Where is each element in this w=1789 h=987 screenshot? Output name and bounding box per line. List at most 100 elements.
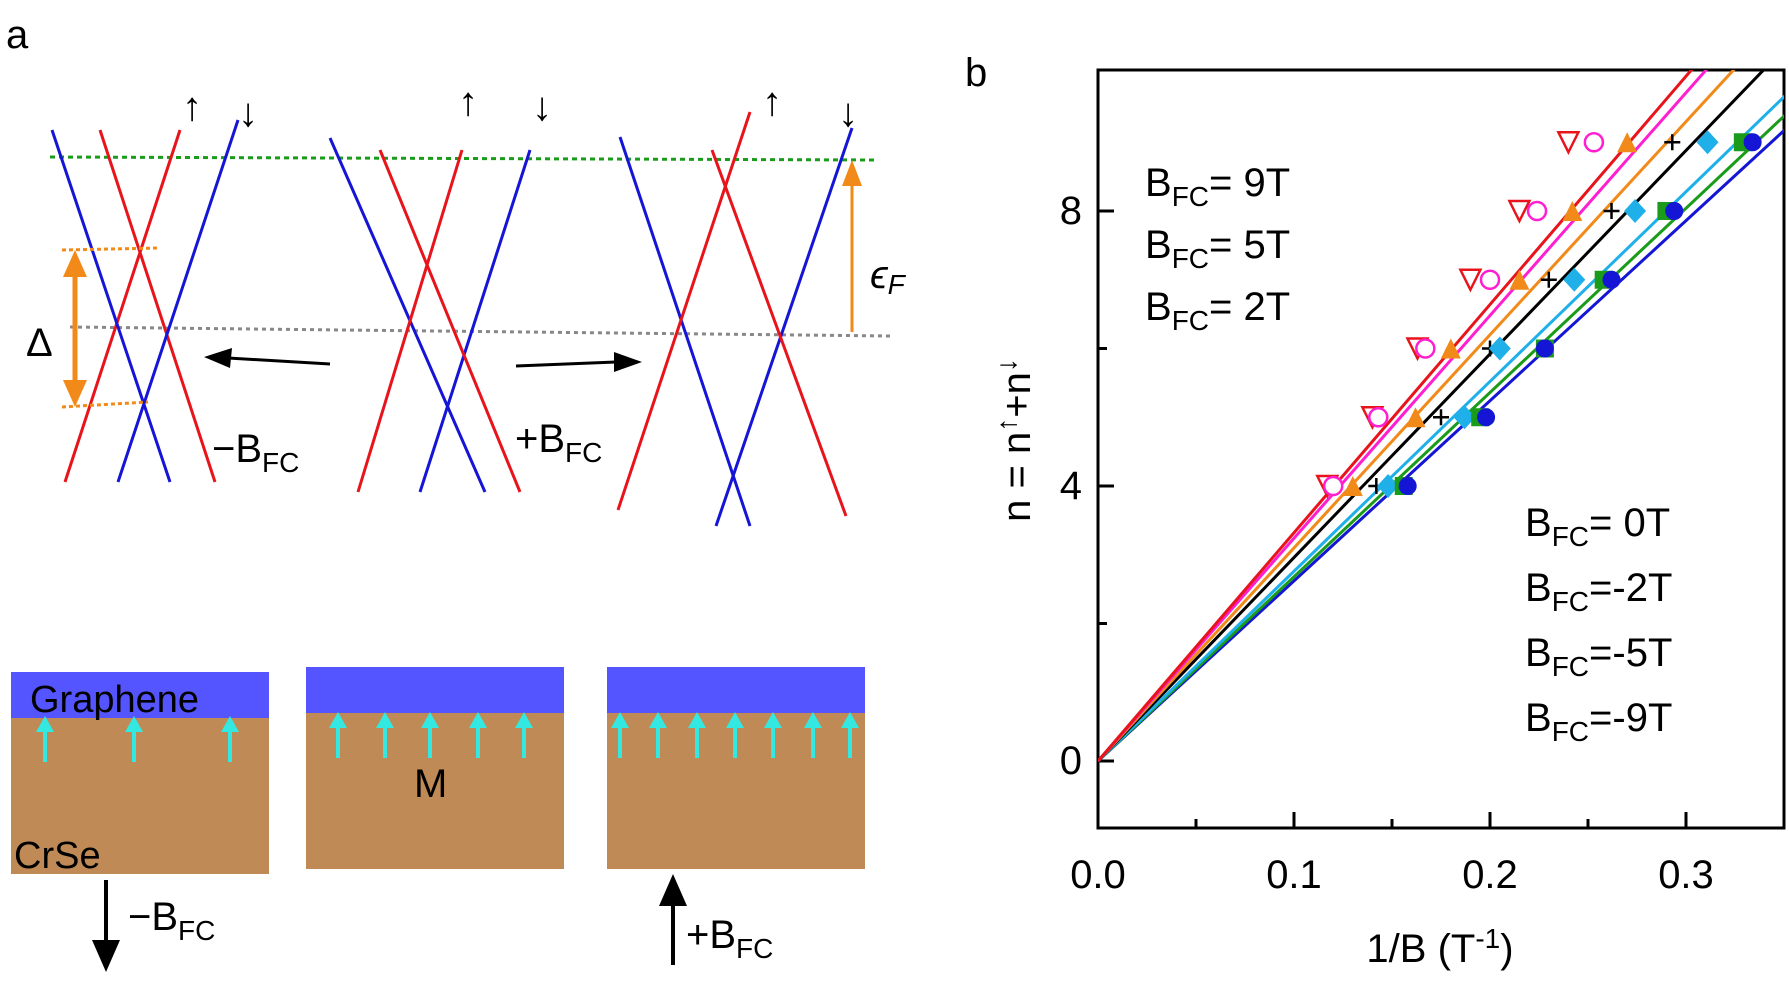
spin-up-band [616, 111, 752, 511]
moment-arrow-head [726, 712, 744, 728]
data-point [1509, 269, 1530, 290]
data-point [1405, 407, 1426, 428]
data-point [1603, 203, 1620, 219]
spin-down-band [116, 119, 240, 483]
gap-top-line [61, 246, 161, 252]
fit-line [1098, 128, 1784, 763]
spin-down-label: ↓ [838, 91, 858, 135]
data-point [1563, 267, 1586, 292]
spin-up-band [378, 149, 522, 493]
data-point [1583, 132, 1605, 153]
data-point [1322, 475, 1344, 497]
heterostructure-middle [306, 667, 564, 869]
legend-value: = 0T [1589, 501, 1670, 545]
data-point [1377, 474, 1400, 498]
shift-right-arrow [515, 360, 617, 368]
shift-left-arrow-head [204, 348, 232, 368]
minus-bfc-label: −BFC [212, 427, 299, 478]
gap-label: Δ [26, 321, 53, 365]
legend-entry: BFC= 0T [1525, 501, 1670, 552]
shift-right-arrow-head [614, 352, 642, 372]
dirac-cones-zero [328, 137, 532, 493]
x-tick-label: 0.1 [1266, 853, 1322, 897]
data-point [1743, 133, 1762, 152]
spin-up-label: ↑ [182, 85, 202, 129]
data-point [1556, 131, 1581, 156]
fit-lines [1098, 70, 1784, 763]
spin-up-label: ↑ [458, 80, 478, 124]
data-point [1535, 339, 1554, 358]
plot-frame [1096, 68, 1786, 830]
moment-arrow-head [125, 716, 143, 732]
data-point [1624, 199, 1647, 223]
x-tick-label: 0.2 [1462, 853, 1518, 897]
moment-arrow-head [36, 716, 54, 732]
data-point [1562, 201, 1583, 221]
data-point [1488, 336, 1511, 361]
legend-entry: BFC= 2T [1145, 285, 1290, 336]
legend-entry: BFC=-9T [1525, 696, 1672, 747]
data-point [1526, 200, 1548, 222]
dirac-cones-minus [50, 119, 240, 483]
spin-up-label: ↑ [762, 80, 782, 124]
fit-line [1098, 114, 1784, 763]
graphene-label: Graphene [30, 679, 199, 721]
minus-bfc-prefix: −B [212, 427, 262, 471]
moment-arrow-head [841, 712, 859, 728]
gap-bottom-line [61, 400, 149, 409]
data-point [1664, 134, 1681, 151]
moment-arrow-head [515, 712, 533, 728]
shift-left-arrow [227, 356, 331, 366]
fermi-level-line [49, 155, 876, 162]
data-point [1342, 476, 1363, 496]
panel-a-label: a [6, 13, 29, 57]
data-point [1398, 477, 1417, 495]
moment-arrow-head [421, 712, 439, 728]
fit-line [1098, 70, 1766, 763]
legend-sub: FC [1172, 305, 1209, 336]
field-up-arrow-head [659, 874, 687, 906]
data-point [1453, 405, 1476, 430]
moment-arrow-head [764, 712, 782, 728]
legend-prefix: B [1525, 631, 1552, 675]
fermi-symbol: ϵ [870, 253, 889, 297]
graphene-layer [306, 667, 564, 717]
plus-bfc-sub: FC [565, 437, 602, 468]
gap-arrow-head-up [63, 250, 87, 277]
legend-sub: FC [1552, 651, 1589, 682]
moment-arrow-head [329, 712, 347, 728]
spin-down-band [418, 149, 532, 493]
gap-arrow-head-down [63, 380, 87, 407]
moment-arrow-head [688, 712, 706, 728]
data-point [1458, 268, 1483, 293]
spin-up-band [63, 129, 182, 483]
crse-layer [306, 713, 564, 869]
y-tick-label: 0 [1060, 739, 1082, 783]
fit-line [1098, 70, 1736, 763]
y-tick-label: 4 [1060, 464, 1082, 508]
moment-arrow-head [649, 712, 667, 728]
field-up-prefix: +B [686, 913, 736, 957]
legend-sub: FC [1552, 716, 1589, 747]
minus-bfc-sub: FC [262, 447, 299, 478]
spin-down-band [328, 137, 487, 493]
data-point [1540, 271, 1557, 288]
x-tick-label: 0.3 [1658, 853, 1714, 897]
plus-bfc-prefix: +B [515, 417, 565, 461]
legend-prefix: B [1525, 696, 1552, 740]
magnetic-moments [36, 712, 859, 762]
legend-value: =-2T [1589, 566, 1672, 610]
field-down-arrow-head [92, 940, 120, 972]
legend-prefix: B [1145, 285, 1172, 329]
data-point [1507, 199, 1532, 224]
data-point [1415, 338, 1436, 359]
heterostructure-right [607, 667, 865, 869]
spin-down-label: ↓ [238, 91, 258, 135]
dirac-point-line [69, 325, 891, 338]
magnetization-label: M [414, 762, 447, 806]
field-up-sub: FC [736, 933, 773, 964]
moment-arrow-head [469, 712, 487, 728]
heterostructure-left [11, 672, 269, 874]
legend-prefix: B [1525, 501, 1552, 545]
